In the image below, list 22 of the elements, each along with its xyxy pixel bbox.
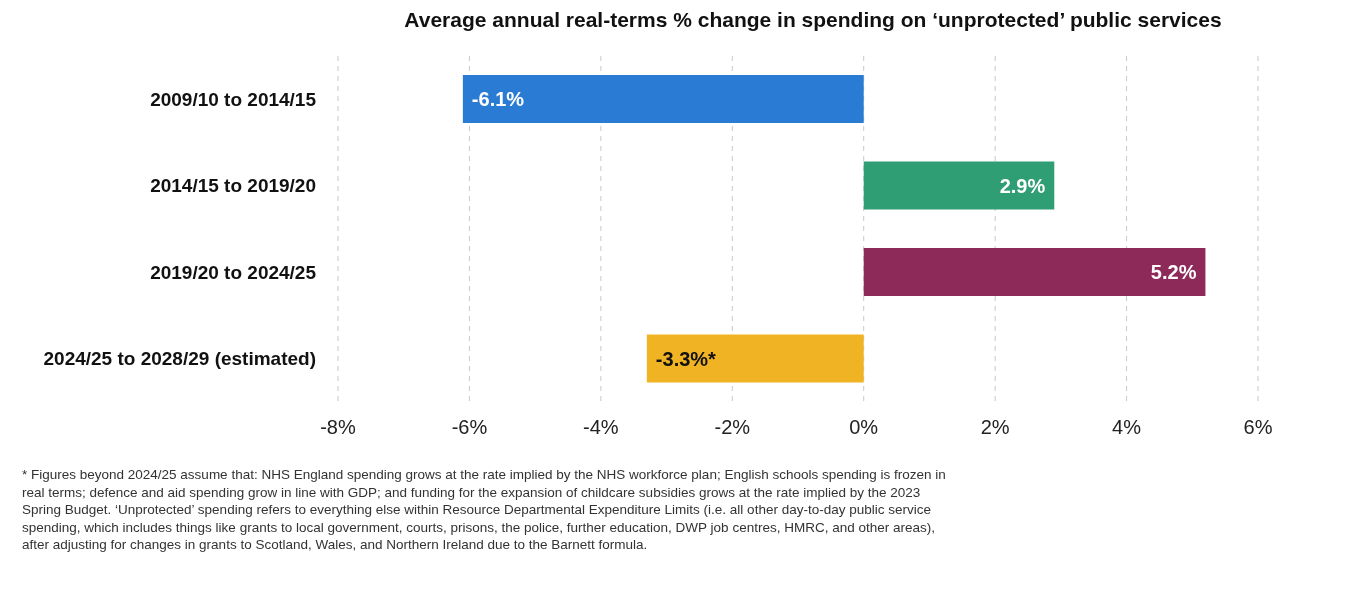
data-label: 2.9% (999, 174, 1046, 197)
x-tick-label: 0% (849, 416, 879, 439)
y-tick-label: 2024/25 to 2028/29 (estimated) (43, 348, 316, 370)
bar (462, 75, 864, 123)
x-tick-label: -6% (451, 416, 488, 439)
bar (863, 161, 1055, 210)
x-tick-label: 2% (980, 416, 1010, 439)
y-tick-label: 2014/15 to 2019/20 (150, 175, 316, 197)
bar (646, 334, 864, 383)
x-tick-label: -4% (583, 416, 619, 439)
chart-title: Average annual real-terms % change in spending on ‘unprotected’ public services (403, 8, 1223, 32)
data-label: 5.2% (1150, 261, 1197, 283)
x-tick-label: 6% (1243, 416, 1273, 439)
data-label: -6.1% (471, 88, 525, 110)
text: * Figures beyond 2024/25 assume that: NHS England spending grows at the rate implied by the NHS workforce plan; English schools spending is frozen in real terms; defence and aid spending grow in line with GDP; and funding for the expansion of childcare subsidies grows at the rate implied by the 2023 Spring Budget. ‘Unprotected’ spending refers to everything else within Resource Departmental Expenditure Limits (i.e. all other day-to-day public service spending, which includes things like grants to local government, courts, prisons, the police, further education, DWP job centres, HMRC, and other areas), after adjusting for changes in grants to Scotland, Wales, and Northern Ireland due to the Barnett formula. (22, 466, 947, 554)
bar (863, 248, 1206, 296)
y-tick-label: 2019/20 to 2024/25 (150, 261, 317, 283)
x-tick-label: -8% (320, 416, 356, 439)
x-tick-label: 4% (1112, 416, 1142, 439)
x-tick-label: -2% (714, 416, 751, 439)
data-label: -3.3%* (655, 347, 717, 370)
y-tick-label: 2009/10 to 2014/15 (150, 89, 317, 110)
